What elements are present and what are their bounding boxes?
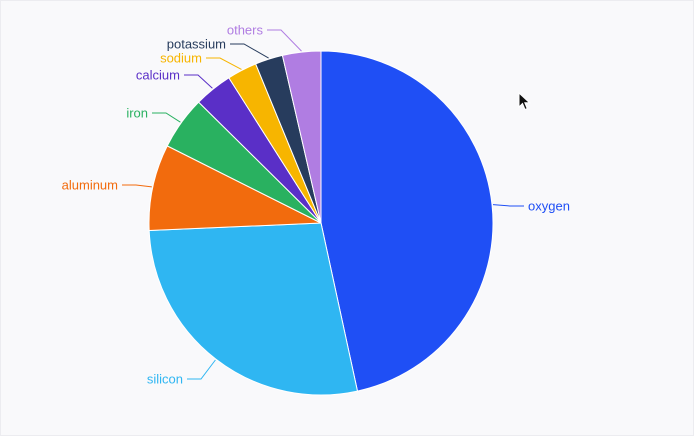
slice-label-sodium: sodium bbox=[160, 51, 202, 66]
pie-slice-others[interactable] bbox=[281, 50, 322, 224]
leader-line-potassium bbox=[230, 43, 269, 59]
mouse-cursor-icon bbox=[518, 92, 531, 111]
slice-label-iron: iron bbox=[126, 106, 148, 121]
pie-slice-silicon[interactable] bbox=[148, 222, 358, 396]
leader-line-sodium bbox=[206, 57, 242, 70]
leader-line-oxygen bbox=[492, 204, 524, 207]
leader-line-calcium bbox=[184, 74, 213, 89]
pie-slice-oxygen[interactable] bbox=[320, 50, 494, 392]
leader-line-others bbox=[267, 29, 302, 52]
slice-label-silicon: silicon bbox=[147, 372, 183, 387]
slice-label-calcium: calcium bbox=[136, 68, 180, 83]
pie-slice-aluminum[interactable] bbox=[148, 145, 322, 232]
slice-label-oxygen: oxygen bbox=[528, 199, 570, 214]
slice-label-others: others bbox=[227, 23, 264, 38]
slice-label-aluminum: aluminum bbox=[62, 178, 118, 193]
leader-line-iron bbox=[152, 112, 181, 123]
leader-line-aluminum bbox=[122, 184, 152, 188]
leader-line-silicon bbox=[187, 359, 216, 380]
slice-label-potassium: potassium bbox=[167, 37, 226, 52]
